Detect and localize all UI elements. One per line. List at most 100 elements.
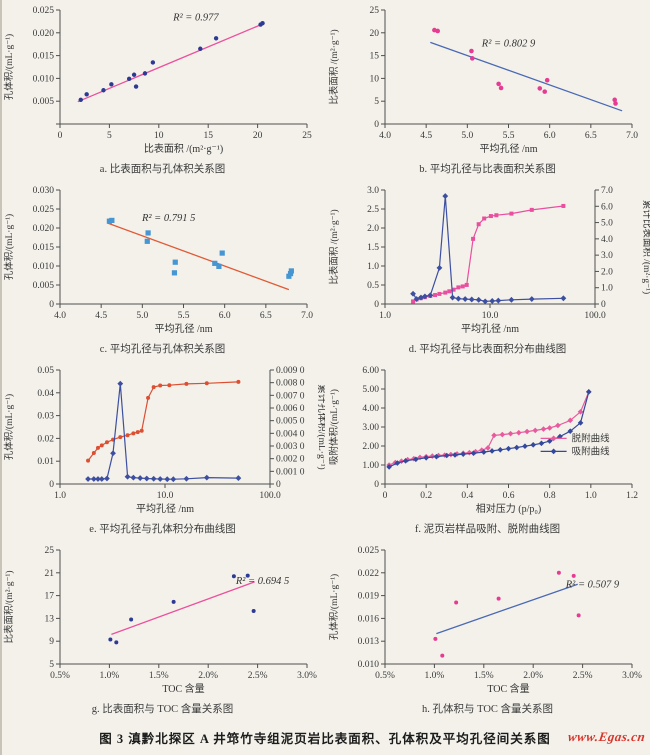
svg-text:0.013: 0.013 <box>358 637 380 647</box>
svg-text:6.00: 6.00 <box>362 366 379 376</box>
svg-text:0: 0 <box>49 300 54 310</box>
svg-text:0.015: 0.015 <box>33 243 55 253</box>
svg-text:平均孔径 /nm: 平均孔径 /nm <box>136 502 194 515</box>
svg-text:4.0: 4.0 <box>54 311 66 321</box>
svg-text:0: 0 <box>58 131 63 141</box>
svg-text:0.4: 0.4 <box>461 491 473 501</box>
svg-text:25: 25 <box>370 6 380 16</box>
svg-text:0.004 0: 0.004 0 <box>276 429 305 439</box>
svg-text:10: 10 <box>154 131 164 141</box>
svg-text:1.0: 1.0 <box>379 311 391 321</box>
svg-text:20: 20 <box>370 29 380 39</box>
svg-text:6.0: 6.0 <box>219 311 231 321</box>
chart-cell-c: 4.0 4.5 5.0 5.5 6.0 6.5 7.0 0 0.005 0.010 0.015 0.0… <box>0 180 325 360</box>
svg-text:25: 25 <box>302 131 312 141</box>
svg-text:3.0: 3.0 <box>367 186 379 196</box>
svg-text:平均孔径 /nm: 平均孔径 /nm <box>479 142 537 155</box>
chart-cell-h: 0.5% 1.0% 1.5% 2.0% 2.5% 3.0% 0.010 0.013 0.016 0… <box>325 540 650 720</box>
svg-text:21: 21 <box>45 569 55 579</box>
svg-text:0: 0 <box>374 480 379 490</box>
svg-text:0.5%: 0.5% <box>50 671 70 681</box>
svg-text:25: 25 <box>45 546 55 556</box>
svg-text:0.020: 0.020 <box>33 224 55 234</box>
svg-text:孔体积/(mL·g⁻¹): 孔体积/(mL·g⁻¹) <box>3 214 15 280</box>
svg-text:10: 10 <box>370 74 380 84</box>
svg-text:比表面积 /(m²·g⁻¹): 比表面积 /(m²·g⁻¹) <box>328 29 340 104</box>
svg-text:相对压力 (p/p₀): 相对压力 (p/p₀) <box>476 502 541 515</box>
svg-text:4.5: 4.5 <box>95 311 107 321</box>
svg-text:0.02: 0.02 <box>37 434 54 444</box>
svg-text:1.2: 1.2 <box>626 491 638 501</box>
watermark: www.Egas.cn <box>566 729 647 744</box>
svg-text:0: 0 <box>383 491 388 501</box>
svg-text:吸附体积/(mL·g⁻¹): 吸附体积/(mL·g⁻¹) <box>328 389 340 465</box>
chart-cell-b: 4.0 4.5 5.0 5.5 6.0 6.5 7.0 0 5 10 15 20 25 平均孔径 /nm 比… <box>325 0 650 180</box>
svg-text:15: 15 <box>370 52 380 62</box>
svg-text:100.0: 100.0 <box>584 311 606 321</box>
figure-caption-row: 图 3 滇黔北探区 A 井筇竹寺组泥页岩比表面积、孔体积及平均孔径间关系图 ww… <box>0 720 650 755</box>
svg-text:比表面积 /(m²·g⁻¹): 比表面积 /(m²·g⁻¹) <box>328 209 340 284</box>
chart-cell-e: 1.0 10.0 100.0 0 0.01 0.02 0.03 0.04 0.05 0 0.001 … <box>0 360 325 540</box>
svg-text:2.5%: 2.5% <box>573 671 593 681</box>
svg-text:3.00: 3.00 <box>362 423 379 433</box>
chart-cell-d: 1.0 10.0 100.0 0 0.5 1.0 1.5 2.0 2.5 3.0 0 1.0 2.0 3.… <box>325 180 650 360</box>
svg-text:5.5: 5.5 <box>178 311 190 321</box>
svg-text:13: 13 <box>45 614 55 624</box>
svg-text:6.5: 6.5 <box>260 311 272 321</box>
svg-text:0.2: 0.2 <box>420 491 432 501</box>
svg-text:15: 15 <box>203 131 213 141</box>
svg-text:9: 9 <box>49 637 54 647</box>
svg-text:7.0: 7.0 <box>301 311 313 321</box>
svg-text:2.5%: 2.5% <box>248 671 268 681</box>
subplot-caption-d: d. 平均孔径与比表面积分布曲线图 <box>408 344 567 355</box>
chart-row-1: 0 5 10 15 20 25 0.005 0.010 0.015 0.020 0.025 比表面积 … <box>0 0 650 180</box>
svg-text:0.025: 0.025 <box>33 6 55 16</box>
svg-text:5: 5 <box>374 97 379 107</box>
svg-text:0.010: 0.010 <box>33 74 55 84</box>
svg-text:0.001 0: 0.001 0 <box>276 467 305 477</box>
svg-text:17: 17 <box>45 592 55 602</box>
svg-text:1.0: 1.0 <box>367 262 379 272</box>
svg-text:0.002 0: 0.002 0 <box>276 455 305 465</box>
svg-text:0.6: 0.6 <box>503 491 515 501</box>
svg-text:4.0: 4.0 <box>601 235 613 245</box>
svg-text:5: 5 <box>49 660 54 670</box>
svg-text:6.0: 6.0 <box>544 131 556 141</box>
svg-text:0: 0 <box>49 480 54 490</box>
svg-text:脱附曲线: 脱附曲线 <box>572 432 611 444</box>
svg-text:7.0: 7.0 <box>601 186 613 196</box>
svg-text:3.0: 3.0 <box>601 251 613 261</box>
svg-text:R² = 0.507 9: R² = 0.507 9 <box>565 580 620 591</box>
svg-text:0.003 0: 0.003 0 <box>276 442 305 452</box>
svg-text:0.007 0: 0.007 0 <box>276 391 305 401</box>
chart-f-adsorption-desorption-curves: 0 0.2 0.4 0.6 0.8 1.0 1.2 0 1.00 2.00 3.00 4.00 5.00… <box>328 366 638 515</box>
svg-text:10.0: 10.0 <box>157 491 174 501</box>
svg-text:100.0: 100.0 <box>259 491 281 501</box>
subplot-caption-c: c. 平均孔径与孔体积关系图 <box>99 344 226 355</box>
svg-text:2.0: 2.0 <box>601 267 613 277</box>
svg-text:5.0: 5.0 <box>461 131 473 141</box>
svg-text:孔体积/(mL·g⁻¹): 孔体积/(mL·g⁻¹) <box>328 574 340 640</box>
svg-text:5.5: 5.5 <box>503 131 515 141</box>
svg-text:1.5%: 1.5% <box>149 671 169 681</box>
svg-text:5.0: 5.0 <box>136 311 148 321</box>
svg-text:0.03: 0.03 <box>37 412 54 422</box>
svg-text:0.5%: 0.5% <box>375 671 395 681</box>
svg-text:4.00: 4.00 <box>362 404 379 414</box>
svg-text:0.022: 0.022 <box>358 569 380 579</box>
svg-text:比表面积/(m²·g⁻¹): 比表面积/(m²·g⁻¹) <box>3 571 15 644</box>
chart-c-pore-diameter-vs-pore-volume: 4.0 4.5 5.0 5.5 6.0 6.5 7.0 0 0.005 0.010 0.015 0.0… <box>3 186 313 335</box>
subplot-caption-f: f. 泥页岩样品吸附、脱附曲线图 <box>414 524 561 535</box>
svg-text:R² = 0.694 5: R² = 0.694 5 <box>235 576 289 587</box>
chart-cell-a: 0 5 10 15 20 25 0.005 0.010 0.015 0.020 0.025 比表面积 … <box>0 0 325 180</box>
subplot-caption-b: b. 平均孔径与比表面积关系图 <box>419 164 556 175</box>
svg-text:20: 20 <box>253 131 263 141</box>
svg-text:R² = 0.802 9: R² = 0.802 9 <box>481 38 536 49</box>
svg-text:0.006 0: 0.006 0 <box>276 404 305 414</box>
svg-text:0.025: 0.025 <box>33 205 55 215</box>
svg-text:5.00: 5.00 <box>362 385 379 395</box>
svg-text:1.0: 1.0 <box>585 491 597 501</box>
svg-text:平均孔径 /nm: 平均孔径 /nm <box>461 322 519 335</box>
subplot-caption-a: a. 比表面积与孔体积关系图 <box>99 164 226 175</box>
svg-text:比表面积 /(m²·g⁻¹): 比表面积 /(m²·g⁻¹) <box>144 142 223 155</box>
